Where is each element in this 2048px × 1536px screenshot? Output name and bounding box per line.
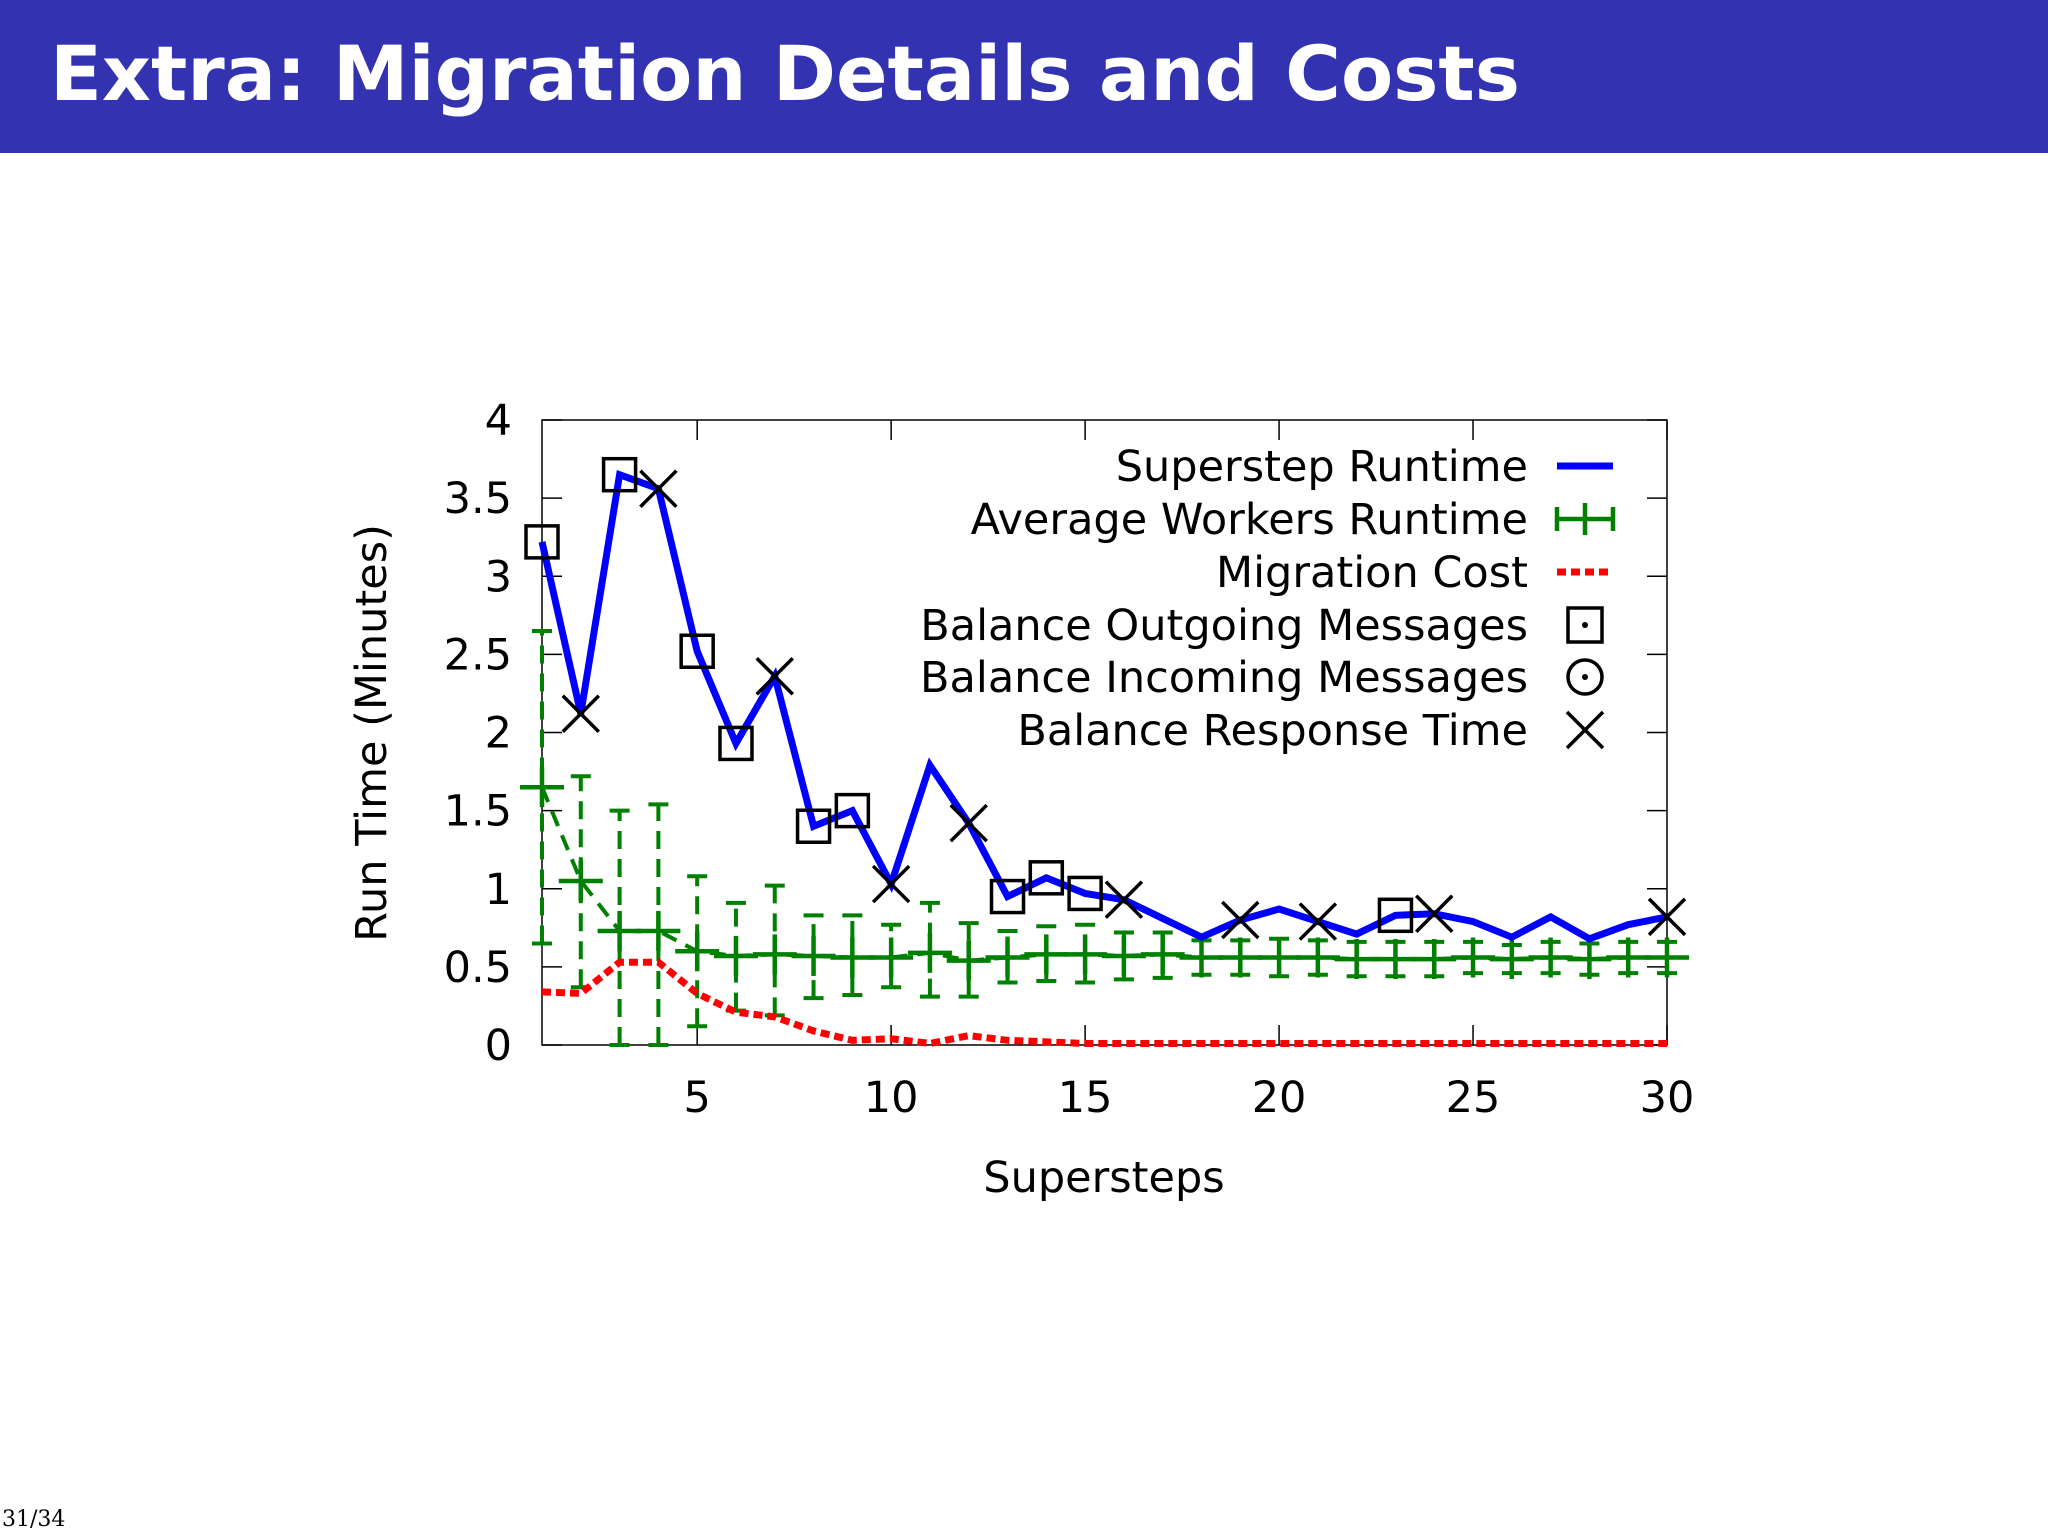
balance-response-marker <box>949 803 988 843</box>
balance-outgoing-marker <box>1028 860 1065 896</box>
legend-label: Balance Response Time <box>1017 706 1528 756</box>
balance-outgoing-marker <box>524 524 560 560</box>
balance-response-marker <box>639 469 678 508</box>
balance-response-marker <box>1647 897 1687 937</box>
legend-label: Average Workers Runtime <box>971 495 1528 545</box>
balance-outgoing-marker <box>1067 875 1103 912</box>
balance-outgoing-marker <box>989 878 1026 915</box>
avg-worker-errorbar <box>830 913 875 997</box>
legend-sample-circle <box>1566 658 1604 696</box>
x-tick-label: 15 <box>1058 1073 1113 1123</box>
legend-label: Balance Incoming Messages <box>920 653 1528 703</box>
y-tick-label: 3 <box>485 552 512 602</box>
balance-response-marker <box>755 657 794 696</box>
legend-sample-cross <box>1565 710 1605 750</box>
balance-response-marker <box>1298 902 1338 941</box>
y-tick-label: 1 <box>485 865 512 915</box>
legend-sample-square-dot <box>1582 622 1588 628</box>
x-tick-label: 10 <box>864 1073 919 1123</box>
balance-response-marker <box>871 864 911 904</box>
avg-worker-errorbar <box>752 883 797 1018</box>
avg-worker-errorbar <box>636 802 681 1047</box>
slide-header: Extra: Migration Details and Costs <box>0 0 2048 153</box>
y-tick-label: 2.5 <box>444 630 512 680</box>
legend-label: Balance Outgoing Messages <box>920 601 1528 651</box>
legend-label: Superstep Runtime <box>1116 442 1528 492</box>
page-number: 31/34 <box>2 1507 66 1532</box>
x-tick-label: 20 <box>1252 1073 1307 1123</box>
legend-sample-square <box>1566 606 1604 644</box>
x-axis-label: Supersteps <box>983 1153 1224 1203</box>
balance-response-marker <box>1221 900 1260 940</box>
x-tick-label: 30 <box>1640 1073 1695 1123</box>
x-tick-label: 25 <box>1446 1073 1501 1123</box>
y-tick-label: 4 <box>485 396 512 446</box>
legend-sample-avg <box>1554 503 1616 535</box>
y-tick-label: 3.5 <box>444 474 512 524</box>
y-axis-label: Run Time (Minutes) <box>347 524 397 942</box>
migration-cost-line <box>541 958 1667 1047</box>
balance-response-marker <box>1104 880 1144 919</box>
slide-title: Extra: Migration Details and Costs <box>50 29 1520 118</box>
balance-outgoing-marker <box>718 725 754 762</box>
x-tick-label: 5 <box>683 1073 710 1123</box>
balance-response-marker <box>1415 894 1454 933</box>
legend-label: Migration Cost <box>1216 548 1528 598</box>
balance-outgoing-marker <box>1377 897 1414 934</box>
avg-worker-line <box>540 786 1667 963</box>
legend-sample-circle-dot <box>1582 674 1588 680</box>
y-tick-label: 2 <box>485 709 512 759</box>
y-tick-label: 0 <box>485 1021 512 1071</box>
avg-worker-errorbar <box>907 900 952 999</box>
y-tick-label: 0.5 <box>444 943 512 993</box>
balance-outgoing-marker <box>834 792 871 829</box>
balance-outgoing-marker <box>795 808 832 844</box>
balance-response-marker <box>561 694 601 733</box>
balance-outgoing-marker <box>679 633 715 669</box>
balance-outgoing-marker <box>601 456 638 493</box>
avg-worker-errorbar <box>558 774 603 990</box>
y-tick-label: 1.5 <box>444 787 512 837</box>
